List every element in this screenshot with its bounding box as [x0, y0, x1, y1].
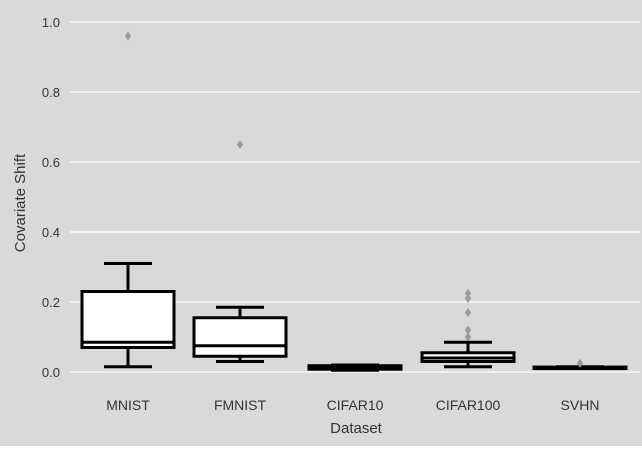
outlier-point — [124, 31, 132, 41]
box-fmnist — [192, 140, 288, 363]
y-tick-label: 0.8 — [42, 85, 60, 100]
y-tick-label: 0.2 — [42, 295, 60, 310]
box-cifar100 — [420, 288, 516, 369]
y-tick-labels: 0.0 0.2 0.4 0.6 0.8 1.0 — [42, 15, 60, 380]
box-mnist — [80, 31, 176, 369]
box — [80, 290, 176, 349]
outlier-point — [464, 288, 472, 298]
box-svhn — [532, 358, 628, 371]
x-tick-label: MNIST — [106, 397, 150, 413]
x-axis-label: Dataset — [330, 420, 383, 437]
x-tick-label: CIFAR10 — [327, 397, 384, 413]
outlier-point — [464, 294, 472, 303]
x-tick-label: CIFAR100 — [436, 397, 501, 413]
outlier-point — [576, 358, 584, 368]
x-tick-label: SVHN — [561, 397, 600, 413]
outlier-point — [464, 308, 472, 317]
y-tick-label: 0.6 — [42, 155, 60, 170]
x-tick-label: FMNIST — [214, 397, 267, 413]
outlier-point — [464, 325, 472, 335]
boxes — [80, 31, 628, 372]
y-tick-label: 0.0 — [42, 365, 60, 380]
box — [192, 316, 288, 358]
outlier-point — [464, 332, 472, 342]
y-tick-label: 1.0 — [42, 15, 60, 30]
y-axis-label: Covariate Shift — [12, 153, 29, 252]
box-cifar10 — [307, 363, 403, 372]
x-tick-labels: MNIST FMNIST CIFAR10 CIFAR100 SVHN — [106, 397, 599, 413]
outlier-point — [236, 140, 244, 149]
y-tick-label: 0.4 — [42, 225, 60, 240]
